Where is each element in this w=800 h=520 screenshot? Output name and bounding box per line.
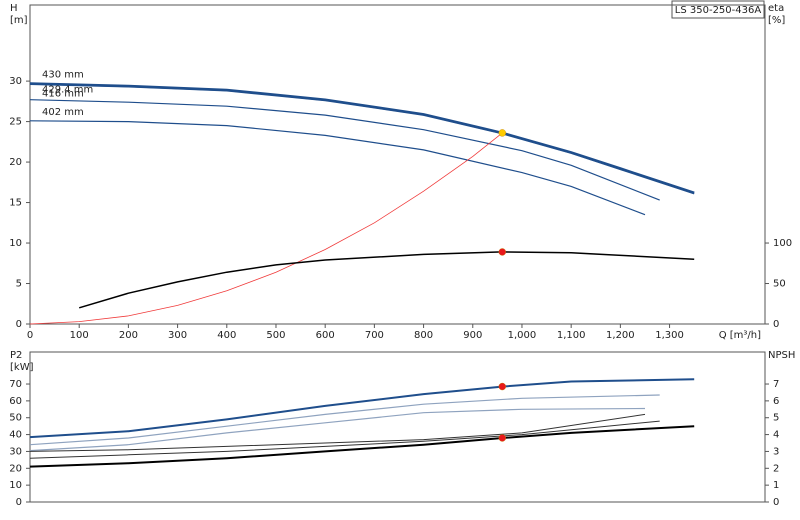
x-tick-label: 1,000 bbox=[508, 330, 537, 341]
y2-tick-label: 0 bbox=[773, 497, 779, 508]
curve bbox=[29, 120, 646, 216]
x-tick-label: 200 bbox=[119, 330, 138, 341]
plot-frame bbox=[29, 351, 766, 503]
curve bbox=[29, 83, 695, 195]
y2-tick-label: 0 bbox=[773, 319, 779, 330]
y2-tick-label: 1 bbox=[773, 480, 779, 491]
y-tick-label: 15 bbox=[9, 198, 22, 209]
x-tick-label: 800 bbox=[414, 330, 433, 341]
y-tick-label: 40 bbox=[9, 430, 22, 441]
duty-point bbox=[498, 248, 506, 256]
curve bbox=[29, 99, 660, 201]
plot-frame bbox=[29, 4, 766, 325]
y-tick-label: 20 bbox=[9, 463, 22, 474]
y-tick-label: 20 bbox=[9, 157, 22, 168]
y-axis-label: P2 bbox=[10, 350, 22, 361]
x-tick-label: 1,300 bbox=[655, 330, 684, 341]
y-tick-label: 25 bbox=[9, 117, 22, 128]
x-tick-label: 600 bbox=[316, 330, 335, 341]
x-axis-label: Q [m³/h] bbox=[719, 330, 761, 341]
y-axis-label: [m] bbox=[10, 15, 28, 26]
curve-label: 416 mm bbox=[42, 89, 84, 100]
x-tick-label: 300 bbox=[168, 330, 187, 341]
y2-axis-label: [%] bbox=[768, 15, 785, 26]
y2-tick-label: 50 bbox=[773, 279, 786, 290]
y2-tick-label: 2 bbox=[773, 463, 779, 474]
duty-point bbox=[498, 129, 506, 137]
x-tick-label: 500 bbox=[266, 330, 285, 341]
y-axis-label: [kW] bbox=[10, 362, 34, 373]
duty-point bbox=[498, 434, 506, 442]
curve bbox=[29, 132, 503, 325]
curve-label: 430 mm bbox=[42, 70, 84, 81]
y2-axis-label: eta bbox=[768, 3, 784, 14]
x-tick-label: 400 bbox=[217, 330, 236, 341]
y2-tick-label: 3 bbox=[773, 446, 779, 457]
y-tick-label: 60 bbox=[9, 396, 22, 407]
curve bbox=[29, 378, 695, 439]
y-tick-label: 30 bbox=[9, 446, 22, 457]
x-tick-label: 1,200 bbox=[606, 330, 635, 341]
y2-tick-label: 6 bbox=[773, 396, 779, 407]
y-tick-label: 50 bbox=[9, 413, 22, 424]
y-tick-label: 5 bbox=[16, 279, 22, 290]
x-tick-label: 700 bbox=[365, 330, 384, 341]
curve bbox=[29, 413, 646, 452]
curve bbox=[29, 394, 660, 446]
curve bbox=[29, 425, 695, 468]
y-tick-label: 0 bbox=[16, 497, 22, 508]
y-axis-label: H bbox=[10, 3, 18, 14]
y2-tick-label: 5 bbox=[773, 413, 779, 424]
y-tick-label: 10 bbox=[9, 238, 22, 249]
curve bbox=[29, 82, 695, 194]
x-tick-label: 0 bbox=[27, 330, 33, 341]
curve bbox=[29, 420, 660, 459]
y-tick-label: 10 bbox=[9, 480, 22, 491]
y-tick-label: 70 bbox=[9, 379, 22, 390]
curve bbox=[78, 251, 695, 309]
curve-label: 402 mm bbox=[42, 107, 84, 118]
duty-point bbox=[498, 382, 506, 391]
y2-axis-label: NPSH bbox=[768, 350, 795, 361]
y2-tick-label: 100 bbox=[773, 238, 792, 249]
y2-tick-label: 7 bbox=[773, 379, 779, 390]
curve bbox=[29, 407, 646, 452]
x-tick-label: 1,100 bbox=[557, 330, 586, 341]
x-tick-label: 900 bbox=[463, 330, 482, 341]
x-tick-label: 100 bbox=[70, 330, 89, 341]
annotation: LS 350-250-436A bbox=[675, 5, 762, 16]
curve-label: 429.4 mm bbox=[42, 84, 93, 95]
y-tick-label: 0 bbox=[16, 319, 22, 330]
y-tick-label: 30 bbox=[9, 76, 22, 87]
y2-tick-label: 4 bbox=[773, 430, 779, 441]
